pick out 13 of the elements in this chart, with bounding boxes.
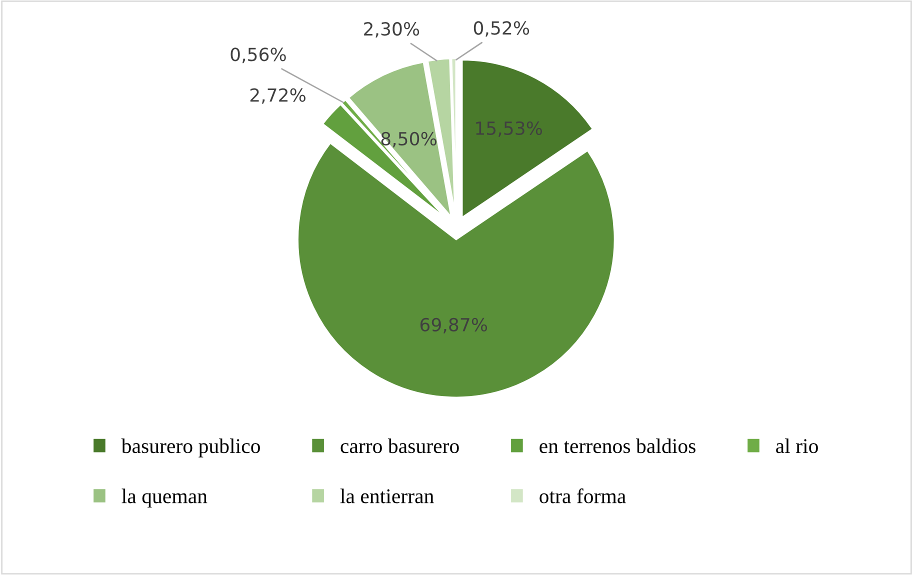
data-label: 15,53% xyxy=(476,121,542,137)
legend-label: basurero publico xyxy=(121,438,260,458)
data-label: 69,87% xyxy=(420,318,488,334)
legend-label: la entierran xyxy=(340,488,434,504)
legend-label: la queman xyxy=(122,488,208,508)
legend-label: otra forma xyxy=(540,488,626,504)
legend-label: en terrenos baldios xyxy=(540,438,696,454)
data-label: 0,52% xyxy=(474,21,530,37)
data-label: 0,56% xyxy=(230,48,286,64)
legend-label: al rio xyxy=(776,438,818,454)
data-label: 2,72% xyxy=(250,88,306,104)
legend-label: carro basurero xyxy=(340,438,459,454)
data-label: 2,30% xyxy=(364,22,420,38)
